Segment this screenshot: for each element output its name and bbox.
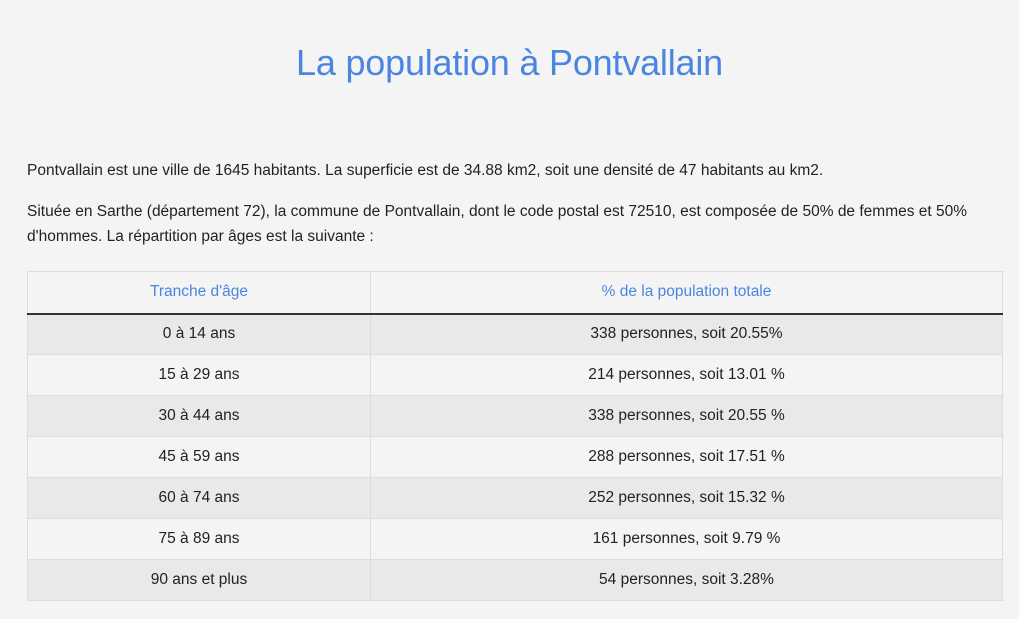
age-range-cell: 0 à 14 ans — [27, 313, 371, 355]
description-paragraph: Située en Sarthe (département 72), la co… — [27, 203, 968, 245]
percentage-cell: 161 personnes, soit 9.79 % — [370, 518, 1003, 560]
table-row: 15 à 29 ans 214 personnes, soit 13.01 % — [27, 354, 1003, 396]
age-range-cell: 15 à 29 ans — [27, 354, 371, 396]
table-row: 30 à 44 ans 338 personnes, soit 20.55 % — [27, 395, 1003, 437]
age-range-cell: 60 à 74 ans — [27, 477, 371, 519]
intro-paragraph: Pontvallain est une ville de 1645 habita… — [27, 162, 824, 179]
table-row: 75 à 89 ans 161 personnes, soit 9.79 % — [27, 518, 1003, 560]
population-table: Tranche d'âge % de la population totale … — [27, 271, 1003, 601]
age-range-cell: 45 à 59 ans — [27, 436, 371, 478]
table-header-row: Tranche d'âge % de la population totale — [27, 271, 1003, 315]
page-title: La population à Pontvallain — [296, 42, 723, 83]
table-row: 60 à 74 ans 252 personnes, soit 15.32 % — [27, 477, 1003, 519]
percentage-cell: 214 personnes, soit 13.01 % — [370, 354, 1003, 396]
percentage-cell: 338 personnes, soit 20.55% — [370, 313, 1003, 355]
age-range-cell: 90 ans et plus — [27, 559, 371, 601]
table-row: 90 ans et plus 54 personnes, soit 3.28% — [27, 559, 1003, 601]
age-range-cell: 75 à 89 ans — [27, 518, 371, 560]
population-table-container: Tranche d'âge % de la population totale … — [27, 271, 1003, 601]
header-percentage: % de la population totale — [370, 271, 1003, 315]
percentage-cell: 288 personnes, soit 17.51 % — [370, 436, 1003, 478]
header-age-range: Tranche d'âge — [27, 271, 371, 315]
table-body: 0 à 14 ans 338 personnes, soit 20.55% 15… — [27, 313, 1003, 601]
percentage-cell: 338 personnes, soit 20.55 % — [370, 395, 1003, 437]
table-header: Tranche d'âge % de la population totale — [27, 271, 1003, 315]
table-row: 0 à 14 ans 338 personnes, soit 20.55% — [27, 313, 1003, 355]
table-row: 45 à 59 ans 288 personnes, soit 17.51 % — [27, 436, 1003, 478]
age-range-cell: 30 à 44 ans — [27, 395, 371, 437]
percentage-cell: 54 personnes, soit 3.28% — [370, 559, 1003, 601]
percentage-cell: 252 personnes, soit 15.32 % — [370, 477, 1003, 519]
